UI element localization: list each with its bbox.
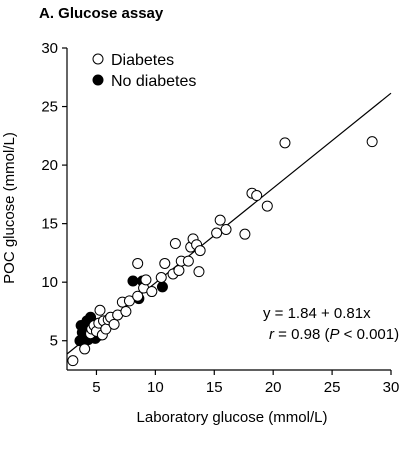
regression-equation: y = 1.84 + 0.81x (263, 305, 371, 322)
x-tick-label: 15 (206, 379, 223, 396)
y-tick-label: 30 (41, 40, 58, 57)
legend-label-diabetes: Diabetes (111, 52, 174, 69)
data-point-diabetes (239, 228, 251, 240)
data-point-no-diabetes (156, 281, 168, 293)
x-tick-label: 20 (265, 379, 282, 396)
data-point-diabetes (159, 257, 171, 269)
data-point-diabetes (120, 305, 132, 317)
data-point-diabetes (214, 214, 226, 226)
data-point-diabetes (194, 245, 206, 257)
data-point-diabetes (132, 290, 144, 302)
data-point-diabetes (132, 257, 144, 269)
data-point-diabetes (251, 190, 263, 202)
data-point-diabetes (261, 200, 273, 212)
r-symbol: r (269, 326, 275, 343)
x-tick-label: 10 (147, 379, 164, 396)
y-tick-label: 15 (41, 216, 58, 233)
regression-annotation: y = 1.84 + 0.81x r = 0.98 (P < 0.001) (263, 305, 399, 343)
p-value: < 0.001) (339, 326, 399, 343)
y-tick-label: 5 (50, 333, 58, 350)
panel-title: A. Glucose assay (39, 5, 164, 22)
y-axis-title: POC glucose (mmol/L) (1, 132, 18, 284)
data-point-diabetes (79, 343, 91, 355)
data-point-diabetes (94, 304, 106, 316)
data-point-diabetes (146, 286, 158, 298)
data-point-diabetes (211, 227, 223, 239)
p-symbol: P (329, 326, 339, 343)
y-tick-label: 10 (41, 274, 58, 291)
data-point-no-diabetes (127, 275, 139, 287)
correlation-text: r = 0.98 (P < 0.001) (269, 326, 399, 343)
x-tick-label: 5 (92, 379, 100, 396)
legend: Diabetes No diabetes (92, 52, 196, 90)
data-point-diabetes (123, 295, 135, 307)
data-point-diabetes (182, 255, 194, 267)
data-point-diabetes (220, 223, 232, 235)
x-axis-title: Laboratory glucose (mmol/L) (137, 409, 328, 426)
y-tick-label: 20 (41, 157, 58, 174)
data-point-diabetes (108, 318, 120, 330)
legend-label-no-diabetes: No diabetes (111, 73, 196, 90)
y-tick-label: 25 (41, 99, 58, 116)
data-point-diabetes (140, 274, 152, 286)
data-point-diabetes (173, 264, 185, 276)
data-point-diabetes (155, 271, 167, 283)
data-point-diabetes (279, 137, 291, 149)
legend-marker-no-diabetes (92, 74, 104, 86)
x-tick-label: 25 (324, 379, 341, 396)
x-tick-label: 30 (383, 379, 400, 396)
legend-marker-diabetes (92, 53, 104, 65)
data-point-diabetes (366, 136, 378, 148)
data-point-diabetes (169, 238, 181, 250)
data-point-diabetes (67, 355, 79, 367)
plot-marks: 5 10 15 20 25 30 5 10 15 20 25 30 (41, 40, 399, 396)
data-point-diabetes (193, 266, 205, 278)
r-value: = 0.98 ( (274, 326, 329, 343)
